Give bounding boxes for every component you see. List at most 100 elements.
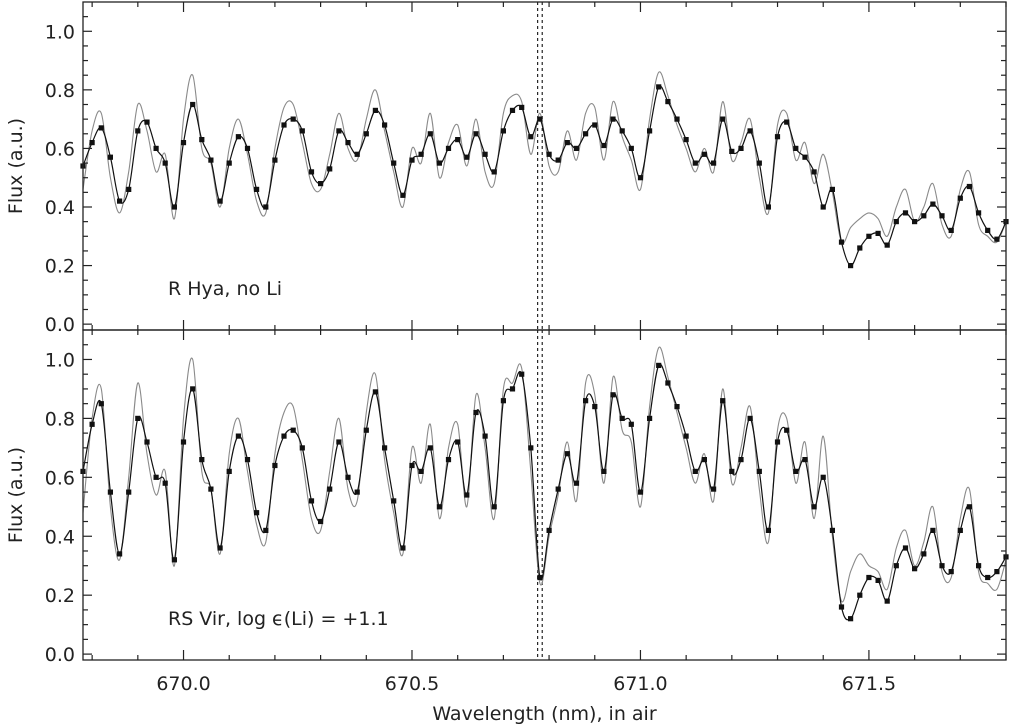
bottom-observed-data-point (299, 445, 305, 451)
top-model-spectrum-line (82, 71, 1007, 244)
top-observed-data-point (838, 239, 845, 245)
bottom-observed-data-point (811, 504, 817, 510)
top-observed-data-point (948, 227, 954, 233)
top-observed-data-point (957, 195, 963, 201)
bottom-observed-data-point (180, 439, 187, 445)
bottom-observed-data-point (756, 468, 762, 474)
bottom-observed-data-point (226, 468, 232, 474)
bottom-observed-data-point (436, 504, 442, 510)
bottom-observed-data-point (418, 468, 424, 474)
bottom-observed-data-point (263, 527, 269, 533)
bottom-observed-data-point (217, 545, 223, 551)
top-observed-data-point (199, 137, 205, 143)
top-observed-data-point (966, 183, 972, 190)
x-tick-label: 671.5 (842, 673, 896, 695)
bottom-observed-data-point (190, 386, 196, 392)
bottom-panel-y-axis-title: Flux (a.u.) (5, 447, 27, 543)
bottom-observed-data-point (153, 474, 159, 480)
top-observed-data-point (692, 160, 698, 166)
top-observed-data-point (912, 219, 918, 225)
top-y-tick-label: 0.6 (45, 138, 75, 160)
top-observed-data-point (491, 169, 497, 175)
bottom-observed-data-point (509, 386, 516, 392)
bottom-observed-data-point (637, 489, 644, 495)
top-observed-data-point (793, 145, 799, 151)
top-observed-data-point (455, 137, 461, 143)
bottom-observed-data-point (491, 504, 497, 510)
bottom-observed-data-point (427, 445, 433, 451)
bottom-observed-data-point (893, 563, 899, 569)
top-panel-marks (80, 2, 1009, 330)
top-observed-data-point (985, 227, 991, 233)
top-observed-data-point (418, 151, 424, 157)
top-observed-data-point (738, 145, 744, 151)
x-tick-label: 670.0 (156, 673, 210, 695)
top-observed-data-point (537, 116, 543, 122)
top-observed-data-point (363, 131, 369, 137)
bottom-observed-data-point (957, 527, 963, 533)
bottom-observed-data-point (281, 433, 287, 439)
top-observed-data-point (254, 186, 260, 192)
top-observed-data-point (436, 160, 442, 166)
bottom-observed-data-point (875, 577, 881, 583)
x-tick-label: 670.5 (385, 673, 439, 695)
bottom-observed-data-point (455, 439, 461, 445)
top-observed-data-point (866, 233, 872, 239)
top-observed-data-point (391, 160, 397, 166)
top-observed-data-point (162, 160, 168, 166)
bottom-observed-data-point (327, 486, 333, 492)
top-observed-data-point (153, 145, 159, 151)
top-observed-data-point (583, 131, 589, 137)
top-observed-data-point (647, 128, 653, 134)
bottom-observed-data-point (683, 433, 689, 439)
top-observed-data-point (811, 169, 817, 175)
top-observed-data-point (784, 119, 790, 125)
bottom-observed-data-point (610, 392, 616, 398)
top-observed-data-point (171, 204, 177, 210)
top-panel-y-ticks: 0.0 0.2 0.4 0.6 0.8 1.0 (45, 16, 1006, 336)
top-observed-data-point (117, 198, 123, 204)
top-observed-data-point (427, 131, 433, 137)
bottom-observed-data-point (592, 404, 598, 410)
bottom-observed-data-point (144, 439, 150, 445)
top-observed-data-point (226, 160, 232, 166)
top-observed-data-point (893, 219, 899, 225)
bottom-observed-data-point (528, 445, 534, 451)
top-observed-data-point (756, 160, 762, 166)
top-observed-data-point (610, 116, 616, 122)
bottom-observed-data-point (774, 439, 781, 445)
top-observed-data-point (482, 151, 488, 157)
bottom-observed-data-point (546, 527, 552, 533)
top-observed-data-point (628, 145, 634, 151)
bottom-observed-data-point (555, 486, 561, 492)
top-observed-data-point (126, 186, 132, 192)
top-observed-data-point (720, 116, 726, 122)
bottom-observed-data-point (391, 498, 397, 504)
top-observed-data-point (555, 157, 561, 163)
bottom-panel-y-ticks: 0.0 0.2 0.4 0.6 0.8 1.0 (45, 344, 1006, 666)
top-observed-data-point (774, 134, 781, 140)
top-observed-data-point (354, 151, 360, 157)
top-observed-data-point (848, 263, 854, 269)
bottom-observed-data-point (656, 362, 662, 368)
bottom-observed-data-point (738, 457, 744, 463)
bottom-observed-data-point (619, 415, 625, 421)
top-observed-data-point (263, 204, 269, 210)
bottom-observed-data-point (135, 415, 141, 421)
bottom-observed-data-point (400, 545, 406, 551)
top-y-tick-label: 0.8 (45, 80, 75, 102)
bottom-observed-data-point (272, 462, 278, 469)
bottom-observed-data-point (564, 451, 570, 457)
bottom-observed-spectrum-line (82, 363, 1007, 621)
bottom-panel-annotation: RS Vir, log ϵ(Li) = +1.1 (168, 608, 389, 630)
top-observed-data-point (98, 125, 104, 131)
top-observed-data-point (711, 160, 717, 166)
bottom-observed-data-point (921, 551, 927, 557)
bottom-observed-data-point (994, 569, 1000, 575)
top-observed-data-point (180, 140, 187, 146)
bottom-observed-data-point (107, 489, 113, 495)
bottom-observed-data-point (720, 398, 726, 404)
top-observed-data-point (592, 122, 598, 128)
bottom-observed-data-point (244, 457, 251, 463)
